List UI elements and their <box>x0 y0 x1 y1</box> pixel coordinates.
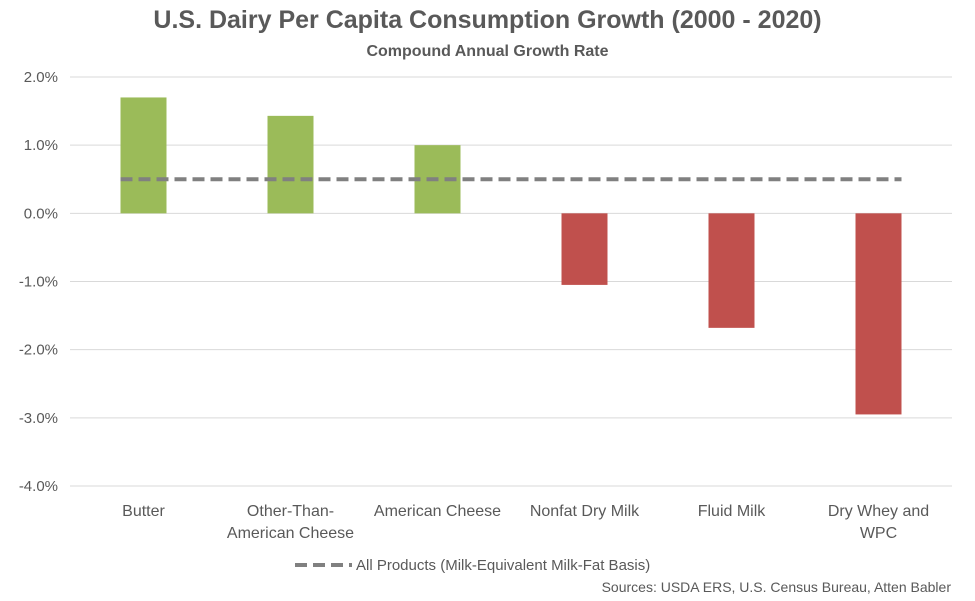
x-tick-label: Other-Than- <box>247 503 334 520</box>
chart-title: U.S. Dairy Per Capita Consumption Growth… <box>153 6 822 34</box>
x-tick-label: Fluid Milk <box>698 503 767 520</box>
y-tick-label: 1.0% <box>24 137 58 154</box>
y-tick-label: -3.0% <box>19 410 58 427</box>
x-tick-label: American Cheese <box>374 503 501 520</box>
bar <box>855 213 902 415</box>
legend-label: All Products (Milk-Equivalent Milk-Fat B… <box>356 557 650 574</box>
bar <box>708 213 755 328</box>
bar <box>267 115 314 214</box>
y-tick-label: -1.0% <box>19 274 58 291</box>
chart-subtitle: Compound Annual Growth Rate <box>366 43 609 60</box>
x-tick-label: WPC <box>860 525 897 542</box>
source-note: Sources: USDA ERS, U.S. Census Bureau, A… <box>601 579 951 595</box>
bar <box>120 97 167 214</box>
bar <box>561 213 608 285</box>
x-tick-label: Butter <box>122 503 165 520</box>
y-tick-label: 2.0% <box>24 69 58 86</box>
y-tick-label: -2.0% <box>19 342 58 359</box>
x-tick-label: Dry Whey and <box>828 503 929 520</box>
x-tick-label: American Cheese <box>227 525 354 542</box>
x-tick-label: Nonfat Dry Milk <box>530 503 640 520</box>
y-tick-label: -4.0% <box>19 478 58 495</box>
y-tick-label: 0.0% <box>24 205 58 222</box>
